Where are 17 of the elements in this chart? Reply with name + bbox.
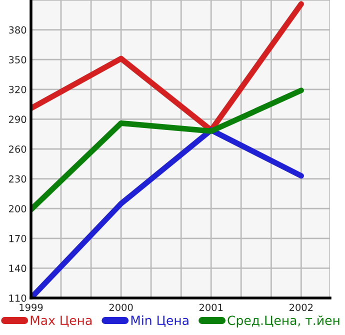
legend-label: Сред.Цена, т.йен [228,315,340,328]
legend-label: Min Цена [131,315,188,327]
x-tick-label: 2000 [109,304,133,312]
x-tick-label: 1999 [20,304,43,312]
y-tick-label: 170 [9,234,26,242]
y-tick-label: 110 [9,294,26,302]
y-tick-label: 290 [8,116,26,124]
x-tick-label: 2001 [199,304,223,312]
legend-label: Max Цена [30,316,92,327]
y-tick-label: 200 [8,205,26,212]
x-tick-label: 2002 [290,304,313,312]
y-tick-label: 260 [8,145,26,153]
y-tick-label: 320 [9,86,26,94]
y-tick-label: 140 [9,264,26,272]
y-tick-label: 380 [9,26,26,34]
y-tick-label: 230 [8,175,26,183]
y-tick-label: 350 [9,56,26,64]
